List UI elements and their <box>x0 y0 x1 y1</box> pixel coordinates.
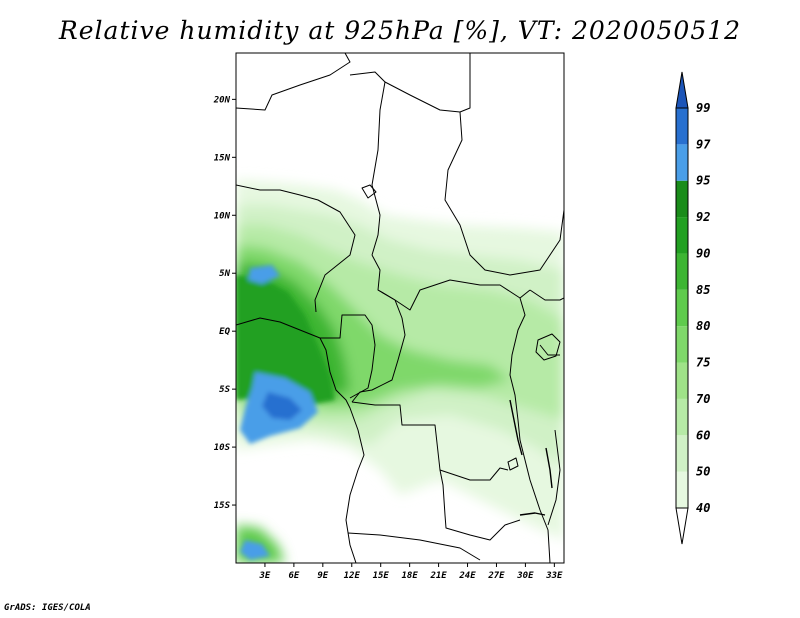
colorbar-segment <box>676 398 688 436</box>
lat-tick-label: 15N <box>214 153 231 163</box>
longitude-axis: 3E 6E 9E 12E 15E 18E 21E 24E 27E 30E 33E <box>259 563 563 581</box>
lon-tick-label: 6E <box>288 571 299 581</box>
border-nigeria-cameroon <box>236 184 356 313</box>
lat-tick-label: 10S <box>214 443 231 453</box>
lon-tick-label: 12E <box>344 571 361 581</box>
colorbar-segment <box>676 180 688 218</box>
humidity-field <box>236 180 564 563</box>
colorbar-label: 70 <box>696 392 710 406</box>
colorbar-segment <box>676 144 688 181</box>
lake-kariba <box>519 512 546 516</box>
colorbar-frame <box>675 107 689 509</box>
border-drc-angola <box>351 401 509 481</box>
humidity-97-patch-a <box>248 265 280 284</box>
lake-victoria <box>535 333 561 361</box>
lake-mweru <box>507 457 519 471</box>
map-title: Relative humidity at 925hPa [%], VT: 202… <box>58 16 742 45</box>
lake-tanganyika <box>509 399 523 456</box>
colorbar-label: 40 <box>696 501 710 515</box>
humidity-99-patch <box>262 392 302 420</box>
lon-tick-label: 33E <box>545 571 563 581</box>
lon-tick-label: 3E <box>259 571 271 581</box>
lat-tick-label: 5N <box>219 269 230 279</box>
border-east-lakes <box>509 297 551 563</box>
colorbar-label: 75 <box>696 356 710 370</box>
colorbar-label: 60 <box>696 428 710 442</box>
lat-tick-label: EQ <box>219 327 230 337</box>
colorbar-segment <box>676 435 688 472</box>
lon-tick-label: 24E <box>458 571 476 581</box>
grads-credit: GrADS: IGES/COLA <box>4 603 91 613</box>
country-borders <box>236 53 564 563</box>
lat-tick-label: 5S <box>219 385 230 395</box>
map-frame <box>235 52 565 564</box>
lon-tick-label: 21E <box>429 571 447 581</box>
colorbar-label: 85 <box>696 283 710 297</box>
border-east-c <box>547 429 561 526</box>
lat-tick-label: 10N <box>214 211 231 221</box>
colorbar-segment <box>676 217 688 254</box>
border-sudan <box>444 111 564 276</box>
lon-tick-label: 18E <box>402 571 419 581</box>
colorbar-label: 95 <box>696 174 710 188</box>
lon-tick-label: 9E <box>317 571 328 581</box>
border-namibia <box>347 532 481 561</box>
border-east-a <box>529 289 564 301</box>
colorbar-segment <box>676 108 688 145</box>
border-car <box>371 254 531 311</box>
colorbar-label: 50 <box>696 465 710 479</box>
coastline <box>236 317 365 563</box>
colorbar-label: 99 <box>696 101 710 115</box>
border-niger-chad <box>236 53 351 111</box>
lat-tick-label: 20N <box>213 95 231 105</box>
border-libya <box>349 53 471 113</box>
border-drc-congo <box>351 289 406 403</box>
lon-tick-label: 30E <box>516 571 534 581</box>
colorbar-top-arrow <box>675 71 689 109</box>
colorbar-label: 90 <box>696 246 710 260</box>
lake-malawi <box>545 447 553 489</box>
lon-tick-label: 15E <box>373 571 390 581</box>
colorbar-segment <box>676 362 688 399</box>
border-congo-gabon <box>320 314 376 399</box>
colorbar: 40 50 60 70 75 80 85 90 92 95 97 99 <box>675 71 711 545</box>
colorbar-segment <box>676 289 688 327</box>
latitude-axis: 20N 15N 10N 5N EQ 5S 10S 15S <box>213 95 236 511</box>
colorbar-label: 92 <box>696 210 710 224</box>
colorbar-bottom-arrow <box>675 507 689 545</box>
lon-tick-label: 27E <box>487 571 505 581</box>
border-angola-zambia <box>439 469 521 541</box>
colorbar-segment <box>676 253 688 290</box>
colorbar-label: 97 <box>696 137 711 151</box>
lake-chad <box>361 184 377 199</box>
colorbar-label: 80 <box>696 319 710 333</box>
lat-tick-label: 15S <box>214 501 231 511</box>
humidity-97-patch-c <box>240 540 270 560</box>
humidity-92-region <box>236 275 335 405</box>
border-chad-sudan <box>371 81 386 256</box>
colorbar-segment <box>676 326 688 363</box>
colorbar-segment <box>676 471 688 508</box>
